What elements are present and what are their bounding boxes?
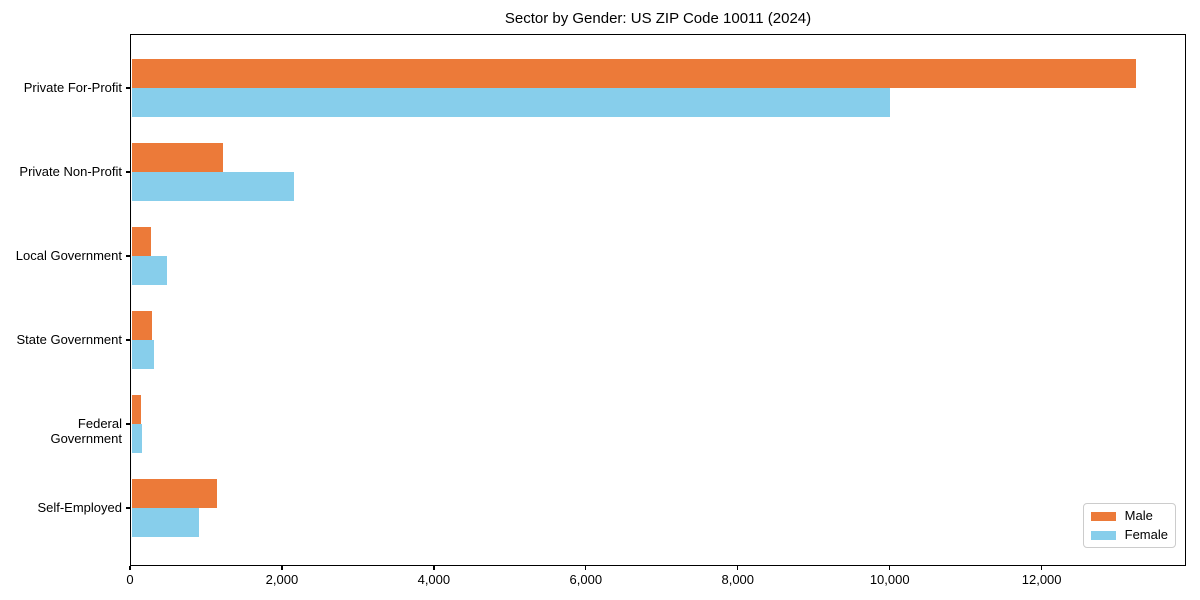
ytick-label-private-non-profit: Private Non-Profit: [19, 164, 122, 179]
legend-item-female: Female: [1090, 527, 1168, 542]
ytick-mark-private-non-profit: [126, 171, 130, 173]
xtick-mark-6000: [585, 566, 587, 570]
xtick-mark-4000: [433, 566, 435, 570]
legend-label-male: Male: [1124, 508, 1153, 523]
bar-male-self-employed: [131, 479, 217, 508]
ytick-mark-self-employed: [126, 507, 130, 509]
bar-female-federal-government: [131, 424, 143, 453]
xtick-label-4000: 4,000: [417, 572, 451, 587]
legend-label-female: Female: [1124, 527, 1168, 542]
ytick-label-self-employed: Self-Employed: [37, 500, 122, 515]
plot-area: Male Female: [130, 34, 1186, 566]
bar-female-self-employed: [131, 508, 200, 537]
xtick-label-10000: 10,000: [869, 572, 910, 587]
ytick-label-private-for-profit: Private For-Profit: [23, 80, 122, 95]
xtick-label-8000: 8,000: [721, 572, 755, 587]
bar-female-private-for-profit: [131, 88, 890, 117]
xtick-label-2000: 2,000: [265, 572, 299, 587]
bar-female-private-non-profit: [131, 172, 295, 201]
ytick-mark-federal-government: [126, 423, 130, 425]
xtick-mark-2000: [281, 566, 283, 570]
bar-male-federal-government: [131, 395, 141, 424]
xtick-mark-10000: [889, 566, 891, 570]
xtick-mark-8000: [737, 566, 739, 570]
male-swatch-icon: [1090, 511, 1116, 521]
bar-male-private-for-profit: [131, 59, 1136, 88]
ytick-label-local-government: Local Government: [15, 248, 122, 263]
ytick-mark-state-government: [126, 339, 130, 341]
bar-male-state-government: [131, 311, 153, 340]
xtick-label-0: 0: [126, 572, 134, 587]
legend: Male Female: [1082, 503, 1176, 548]
xtick-label-12000: 12,000: [1021, 572, 1062, 587]
bar-male-private-non-profit: [131, 143, 223, 172]
xtick-label-6000: 6,000: [569, 572, 603, 587]
chart-title: Sector by Gender: US ZIP Code 10011 (202…: [504, 10, 812, 27]
female-swatch-icon: [1090, 530, 1116, 540]
legend-item-male: Male: [1090, 508, 1168, 523]
xtick-mark-12000: [1041, 566, 1043, 570]
ytick-label-state-government: State Government: [16, 332, 123, 347]
ytick-mark-local-government: [126, 255, 130, 257]
bar-female-state-government: [131, 340, 155, 369]
xtick-mark-0: [129, 566, 131, 570]
ytick-mark-private-for-profit: [126, 87, 130, 89]
ytick-label-federal-government: Federal Government: [50, 416, 122, 446]
bar-male-local-government: [131, 227, 151, 256]
bar-female-local-government: [131, 256, 168, 285]
